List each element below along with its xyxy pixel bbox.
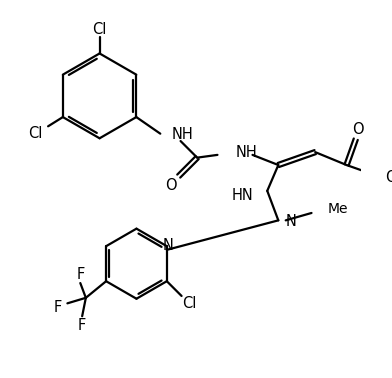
Text: NH: NH: [236, 145, 258, 160]
Text: Cl: Cl: [93, 22, 107, 37]
Text: O: O: [352, 122, 363, 138]
Text: Me: Me: [328, 202, 348, 216]
Text: Cl: Cl: [28, 126, 42, 141]
Text: F: F: [54, 299, 62, 314]
Text: N: N: [162, 238, 173, 253]
Text: HN: HN: [232, 188, 253, 203]
Text: N: N: [286, 214, 297, 229]
Text: F: F: [78, 318, 86, 333]
Text: NH: NH: [171, 127, 193, 142]
Text: Cl: Cl: [182, 296, 196, 311]
Text: O: O: [385, 170, 392, 186]
Text: O: O: [165, 178, 177, 193]
Text: F: F: [76, 267, 84, 282]
